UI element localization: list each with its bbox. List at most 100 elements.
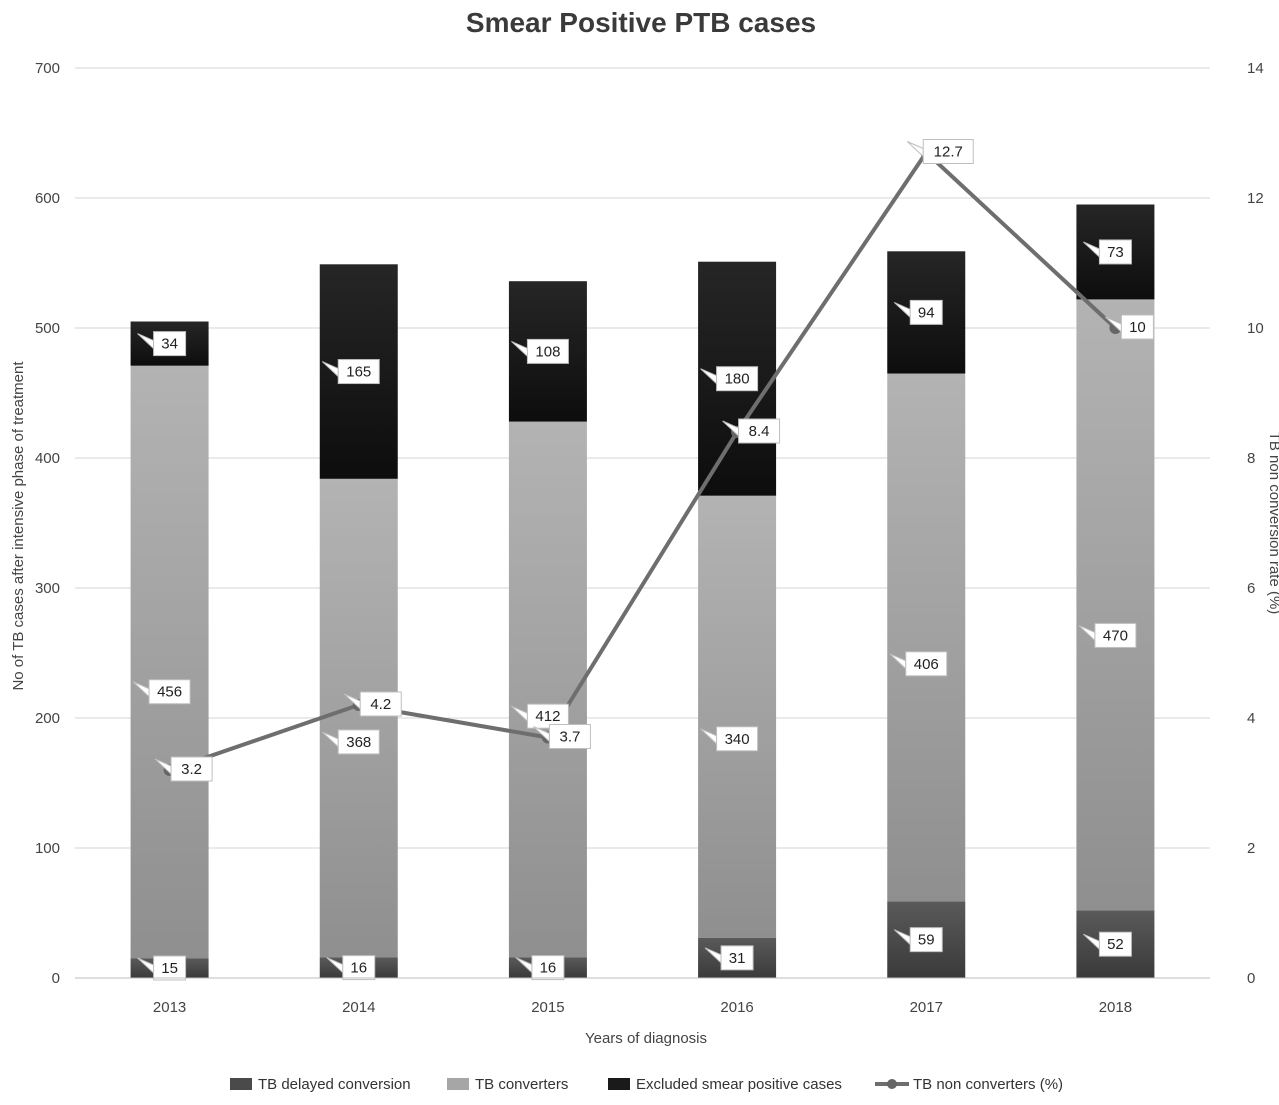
legend-label: TB converters — [475, 1076, 568, 1093]
data-label: 108 — [511, 338, 569, 364]
bars — [130, 204, 1155, 978]
legend-swatch — [230, 1078, 252, 1090]
data-label-box — [716, 366, 759, 392]
data-label-box — [720, 945, 754, 971]
data-label-box — [922, 139, 974, 164]
data-label: 52 — [1083, 931, 1132, 957]
data-label: 470 — [1078, 622, 1137, 648]
y2-tick-label: 0 — [1247, 970, 1255, 987]
y-tick-label: 500 — [35, 320, 60, 337]
data-label-box — [738, 418, 781, 444]
data-label: 16 — [326, 955, 376, 981]
data-label-text: 8.4 — [749, 423, 770, 440]
y-tick-label: 300 — [35, 580, 60, 597]
data-label-text: 108 — [535, 343, 560, 360]
y2-tick-label: 10 — [1247, 320, 1264, 337]
data-label-text: 3.7 — [559, 729, 580, 746]
data-label-text: 368 — [346, 734, 371, 751]
data-label-text: 3.2 — [181, 761, 202, 778]
bar — [130, 365, 209, 959]
data-label-text: 52 — [1107, 936, 1124, 953]
y-tick-label: 200 — [35, 710, 60, 727]
data-label: 456 — [132, 679, 191, 705]
data-label-box — [359, 691, 402, 717]
legend-label: TB non converters (%) — [913, 1076, 1063, 1093]
data-labels: 15 456 34 16 368 165 16 412 108 31 340 180 59 406 94 52… — [132, 139, 1154, 981]
data-label-box — [1094, 622, 1137, 648]
bar — [508, 421, 587, 958]
y2-axis-label: TB non conversion rate (%) — [1266, 432, 1279, 615]
x-tick-label: 2014 — [342, 999, 375, 1016]
data-label: 16 — [515, 955, 565, 981]
data-label-box — [342, 955, 376, 981]
axes: 0 100 200 300 400 500 600 700 0 2 4 6 8 10 12 14 2013 201… — [35, 60, 1264, 1016]
data-label: 15 — [137, 955, 187, 981]
x-axis-label: Years of diagnosis — [585, 1030, 707, 1047]
data-label-box — [1098, 239, 1132, 265]
data-label-text: 34 — [161, 336, 178, 353]
data-label-pointer — [906, 141, 924, 158]
x-tick-label: 2018 — [1099, 999, 1132, 1016]
chart-title: Smear Positive PTB cases — [466, 7, 816, 38]
data-label-text: 165 — [346, 364, 371, 381]
data-label-box — [526, 338, 569, 364]
data-label: 406 — [889, 651, 948, 677]
data-label-box — [1120, 314, 1154, 340]
y-axis-label: No of TB cases after intensive phase of … — [10, 361, 27, 691]
y2-tick-label: 4 — [1247, 710, 1255, 727]
data-label: 12.7 — [906, 139, 974, 164]
data-label: 4.2 — [343, 691, 402, 717]
data-label: 165 — [321, 359, 380, 385]
y-tick-label: 100 — [35, 840, 60, 857]
data-label: 34 — [137, 331, 187, 357]
y2-tick-label: 8 — [1247, 450, 1255, 467]
data-label-box — [153, 955, 187, 981]
data-label-text: 412 — [535, 708, 560, 725]
data-label-box — [909, 927, 943, 953]
legend-label: Excluded smear positive cases — [636, 1076, 842, 1093]
data-label: 59 — [893, 927, 943, 953]
data-label-text: 94 — [918, 304, 935, 321]
data-label-text: 59 — [918, 932, 935, 949]
data-label-text: 15 — [161, 960, 178, 977]
line-path — [168, 150, 1117, 772]
data-label-box — [148, 679, 191, 705]
data-label-box — [1098, 931, 1132, 957]
y2-tick-label: 12 — [1247, 190, 1264, 207]
data-label-text: 12.7 — [934, 144, 963, 161]
data-label: 31 — [704, 945, 754, 971]
data-label: 180 — [700, 366, 759, 392]
data-label-text: 340 — [725, 731, 750, 748]
data-label-box — [337, 359, 380, 385]
data-label-text: 456 — [157, 684, 182, 701]
data-label-text: 180 — [725, 371, 750, 388]
data-label: 10 — [1105, 314, 1154, 340]
legend: TB delayed conversion TB converters Exclud… — [230, 1076, 1063, 1093]
data-label-box — [153, 331, 187, 357]
gridlines — [75, 67, 1210, 979]
data-label-box — [716, 726, 759, 752]
data-label: 340 — [700, 726, 759, 752]
data-label-text: 16 — [350, 960, 367, 977]
y-tick-label: 600 — [35, 190, 60, 207]
data-label-box — [909, 299, 943, 325]
data-label-box — [905, 651, 948, 677]
y2-tick-label: 14 — [1247, 60, 1264, 77]
legend-swatch-marker — [887, 1079, 897, 1089]
x-tick-label: 2015 — [531, 999, 564, 1016]
bar — [1076, 299, 1155, 911]
y2-tick-label: 6 — [1247, 580, 1255, 597]
data-label-text: 73 — [1107, 244, 1124, 261]
data-label-text: 31 — [729, 950, 746, 967]
bar — [887, 373, 966, 902]
data-label: 368 — [321, 729, 380, 755]
data-label-box — [548, 724, 591, 749]
data-label: 8.4 — [722, 418, 781, 444]
y-tick-label: 400 — [35, 450, 60, 467]
data-label-box — [337, 729, 380, 755]
legend-swatch — [447, 1078, 469, 1090]
x-tick-label: 2016 — [720, 999, 753, 1016]
data-label: 3.7 — [533, 724, 591, 749]
